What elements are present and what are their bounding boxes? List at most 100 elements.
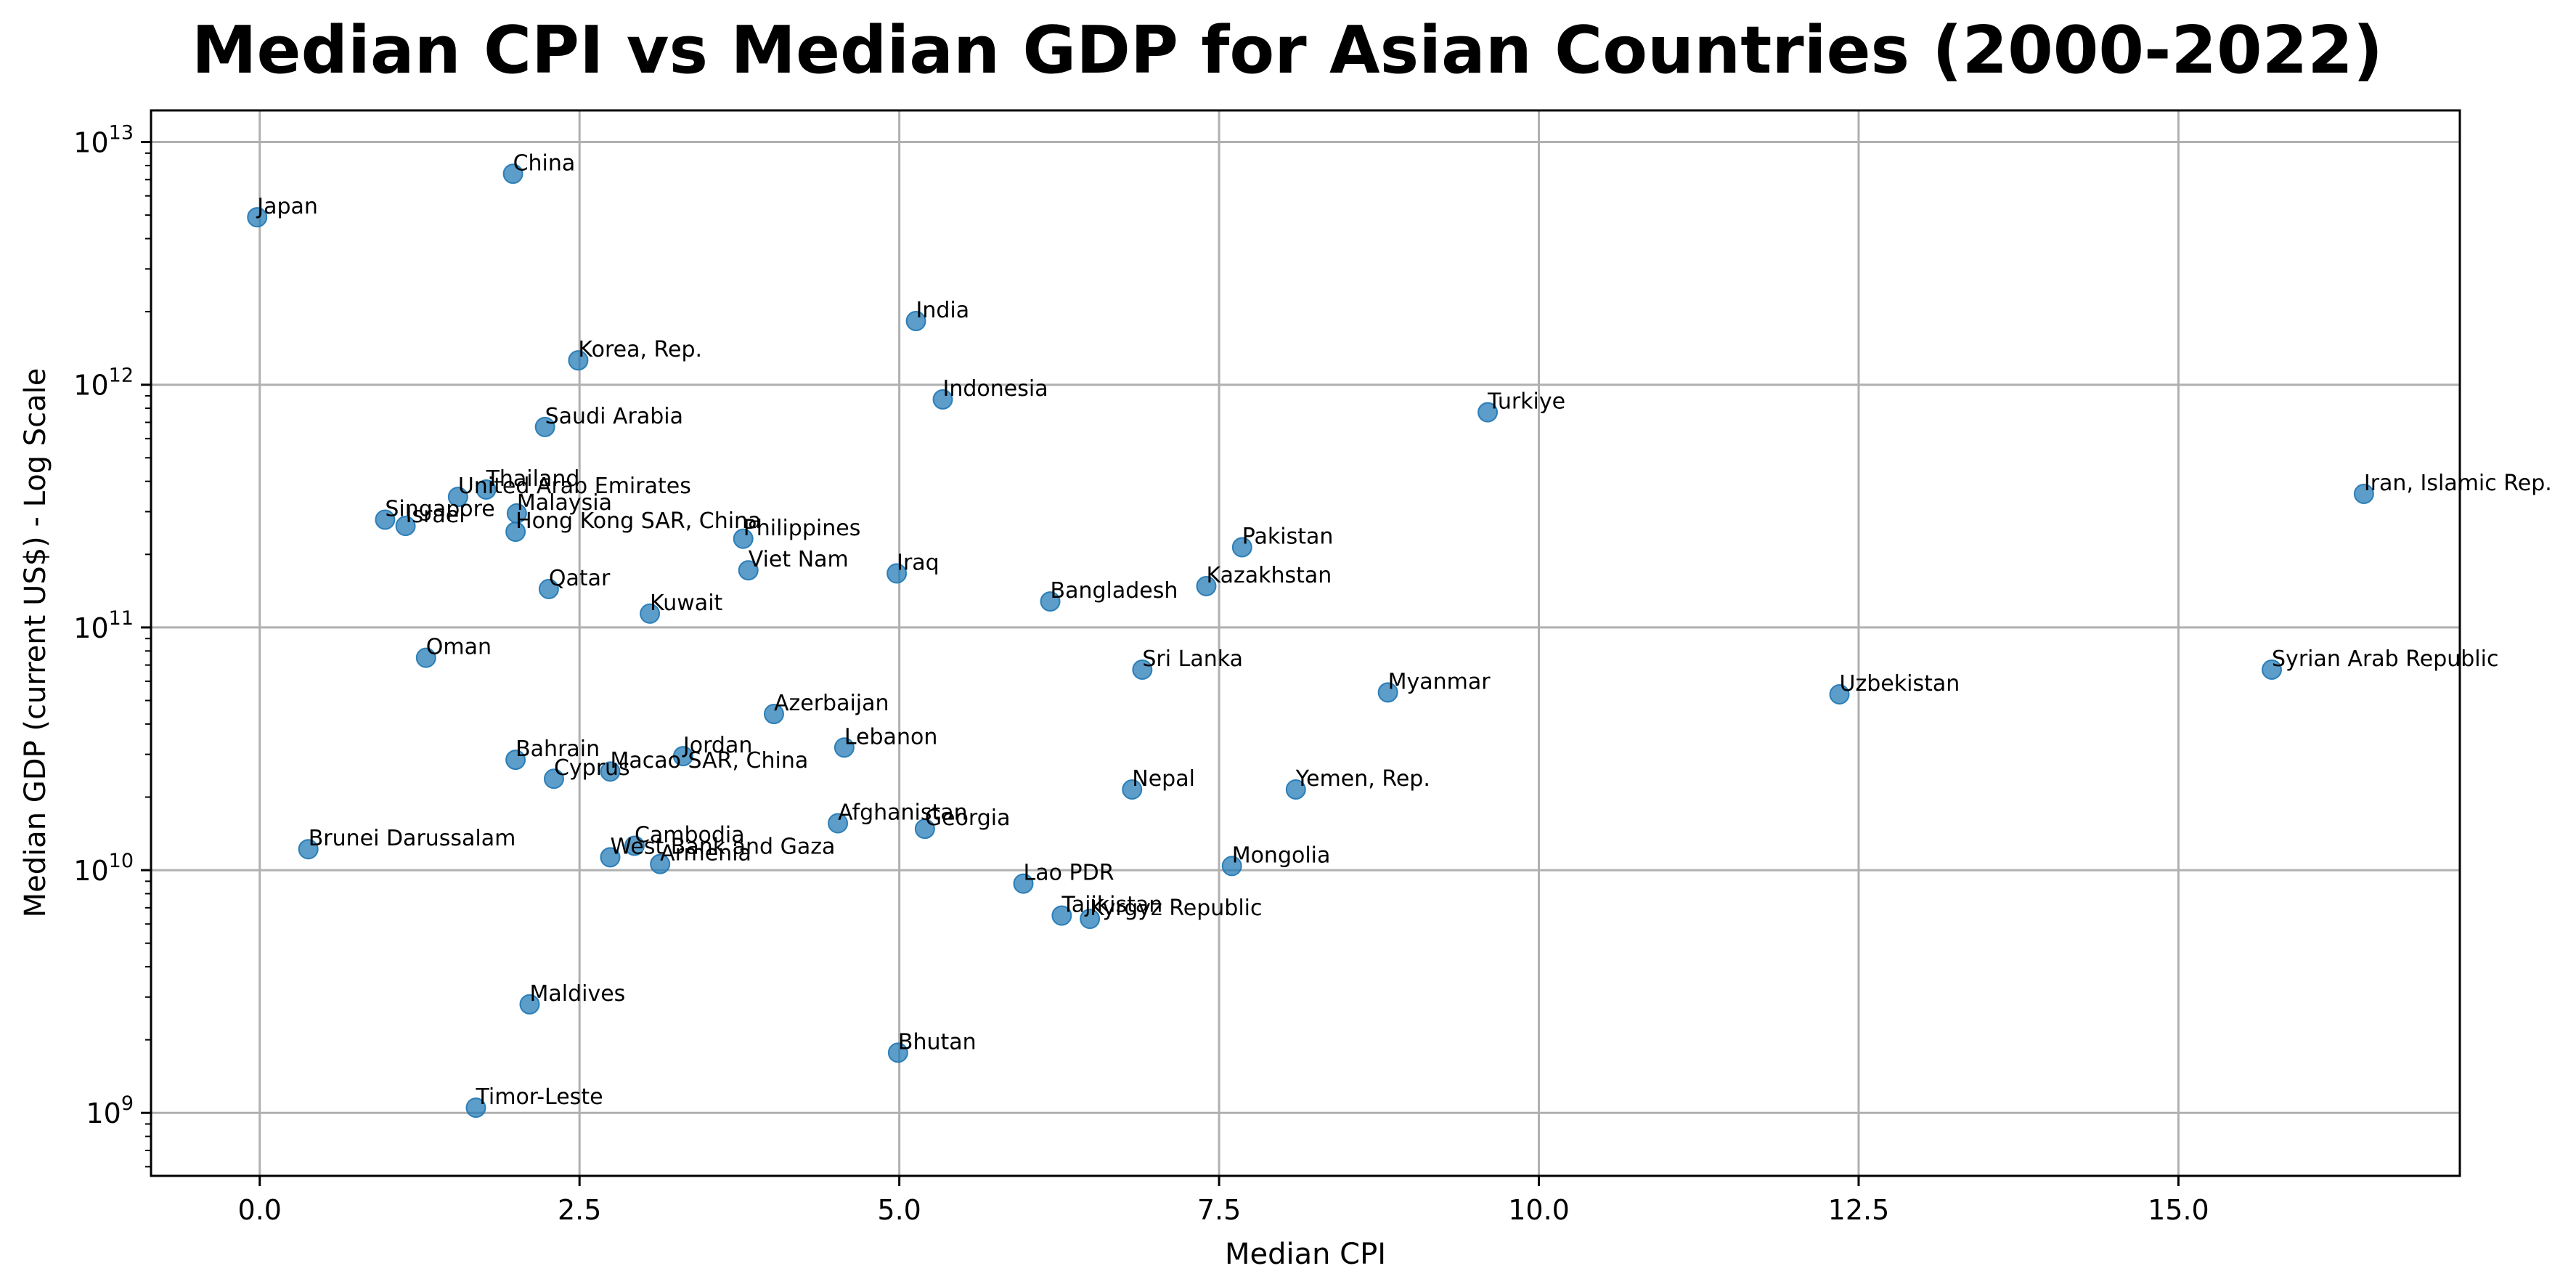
point-label: Thailand — [486, 466, 580, 492]
data-point — [600, 761, 621, 782]
x-tick-label: 7.5 — [1197, 1194, 1241, 1226]
chart-title: Median CPI vs Median GDP for Asian Count… — [192, 12, 2383, 89]
data-point — [519, 994, 540, 1015]
y-tick-label: 1013 — [73, 122, 134, 159]
data-point — [1080, 909, 1101, 930]
x-tick-label: 12.5 — [1828, 1194, 1890, 1226]
data-point — [2262, 659, 2283, 681]
data-point — [1477, 402, 1499, 423]
data-point — [1285, 779, 1306, 800]
point-labels: Japan China India Korea, Rep. Indonesia Turki… — [256, 150, 2552, 1110]
data-point — [1377, 682, 1398, 703]
data-point — [905, 311, 926, 332]
point-label: Kyrgyz Republic — [1090, 896, 1262, 921]
point-label: Turkiye — [1487, 389, 1565, 415]
point-label: Lao PDR — [1024, 861, 1114, 886]
point-label: Kuwait — [650, 590, 722, 616]
point-label: Cambodia — [635, 823, 745, 848]
x-axis-label: Median CPI — [1225, 1238, 1386, 1271]
data-point — [600, 847, 621, 868]
plot-area-frame — [150, 109, 2461, 1177]
data-point — [932, 389, 953, 410]
data-point — [1040, 591, 1061, 612]
x-tick-label: 2.5 — [558, 1194, 601, 1226]
data-point — [624, 835, 645, 856]
data-point — [395, 516, 416, 537]
data-point — [534, 416, 555, 437]
point-label: Israel — [406, 503, 465, 528]
point-label: Jordan — [682, 733, 752, 758]
data-point — [640, 603, 661, 624]
point-label: West Bank and Gaza — [610, 834, 835, 859]
point-label: Azerbaijan — [774, 691, 889, 716]
point-label: Qatar — [549, 566, 611, 591]
point-label: Kazakhstan — [1206, 563, 1332, 588]
point-label: Uzbekistan — [1840, 671, 1960, 697]
point-label: China — [513, 150, 576, 176]
point-label: Pakistan — [1242, 524, 1334, 549]
data-point — [543, 768, 564, 789]
y-tick-label: 1010 — [73, 850, 134, 887]
data-point — [833, 737, 855, 758]
point-label: Syrian Arab Republic — [2272, 646, 2498, 672]
point-label: Georgia — [925, 805, 1011, 831]
axes: 0.0 2.5 5.0 7.5 10.0 12.5 15.0 109 1010 1011 1012 1… — [73, 122, 2209, 1226]
point-label: Singapore — [385, 497, 494, 522]
point-label: India — [916, 298, 970, 323]
point-label: Yemen, Rep. — [1295, 766, 1430, 792]
data-point — [672, 746, 693, 767]
point-label: Korea, Rep. — [578, 337, 702, 362]
point-label: Tajikistan — [1061, 893, 1162, 918]
data-point — [914, 819, 935, 840]
data-point — [763, 704, 784, 725]
data-point — [650, 853, 671, 874]
data-point — [1132, 659, 1153, 681]
point-label: Japan — [256, 194, 318, 219]
data-point — [887, 1042, 908, 1063]
data-point — [886, 563, 908, 584]
data-point — [465, 1097, 486, 1118]
data-point — [1013, 873, 1034, 894]
y-tick-label: 1012 — [73, 365, 134, 402]
point-label: Afghanistan — [838, 800, 968, 826]
point-label: Lebanon — [844, 724, 937, 750]
point-label: Maldives — [529, 981, 625, 1007]
data-points — [247, 163, 2374, 1118]
data-point — [1231, 537, 1252, 558]
data-point — [538, 578, 559, 599]
data-point — [247, 207, 268, 228]
data-point — [1122, 779, 1143, 800]
data-point — [828, 813, 849, 834]
point-label: Iran, Islamic Rep. — [2364, 471, 2552, 496]
data-point — [415, 647, 436, 668]
point-label: United Arab Emirates — [458, 474, 691, 499]
point-label: Bahrain — [515, 736, 600, 762]
data-point — [375, 509, 396, 530]
point-label: Timor-Leste — [475, 1084, 603, 1110]
data-point — [2353, 484, 2374, 505]
point-label: Malaysia — [517, 490, 612, 516]
point-label: Saudi Arabia — [545, 404, 683, 429]
x-tick-label: 5.0 — [877, 1194, 921, 1226]
data-point — [733, 528, 754, 549]
point-label: Cyprus — [554, 755, 630, 781]
point-label: Nepal — [1132, 766, 1195, 792]
point-label: Indonesia — [943, 376, 1048, 402]
data-point — [298, 839, 319, 860]
point-label: Armenia — [660, 841, 751, 866]
point-label: Hong Kong SAR, China — [515, 508, 761, 534]
data-point — [1051, 905, 1072, 926]
data-point — [738, 560, 759, 581]
point-label: Macao SAR, China — [610, 748, 808, 774]
x-tick-label: 15.0 — [2148, 1194, 2209, 1226]
point-label: Mongolia — [1232, 843, 1331, 868]
point-label: Bangladesh — [1051, 578, 1178, 604]
y-tick-label: 109 — [86, 1092, 134, 1129]
data-point — [476, 479, 497, 500]
data-point — [505, 750, 526, 771]
data-point — [505, 521, 526, 543]
point-label: Oman — [426, 635, 492, 660]
y-axis-label: Median GDP (current US$) - Log Scale — [19, 368, 52, 918]
data-point — [1196, 575, 1217, 596]
